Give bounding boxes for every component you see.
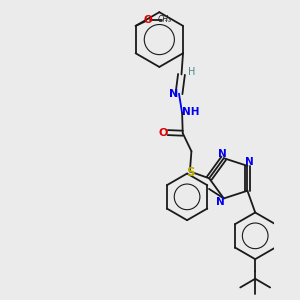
Text: methoxy: methoxy <box>164 20 171 21</box>
Text: CH₃: CH₃ <box>158 16 172 25</box>
Text: N: N <box>218 149 226 160</box>
Text: S: S <box>186 166 194 179</box>
Text: N: N <box>169 89 178 99</box>
Text: NH: NH <box>182 107 200 117</box>
Text: O: O <box>143 15 152 25</box>
Text: N: N <box>244 157 253 167</box>
Text: O: O <box>159 128 168 138</box>
Text: N: N <box>216 196 224 206</box>
Text: H: H <box>188 67 195 77</box>
